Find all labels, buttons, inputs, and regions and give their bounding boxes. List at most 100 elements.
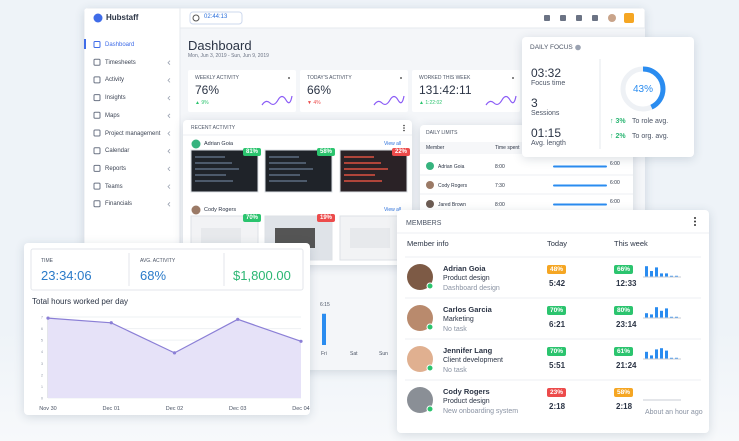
sessions: 3 — [531, 96, 538, 110]
x-tick-label: Dec 03 — [229, 406, 246, 412]
donut-label: 43% — [633, 84, 653, 95]
top-bar — [179, 8, 645, 29]
y-tick-label: 0 — [41, 397, 43, 401]
user-avatar — [608, 14, 616, 22]
status-dot — [426, 405, 434, 413]
activity-badge: 58% — [317, 148, 336, 156]
amount: $1,800.00 — [233, 268, 291, 283]
nav-item[interactable]: Reports — [105, 165, 127, 172]
today-activity: 48% — [547, 265, 567, 274]
screenshot-content — [350, 228, 390, 248]
nav-item[interactable]: Activity — [105, 77, 125, 84]
week-activity: 58% — [614, 388, 634, 397]
week-bar — [665, 350, 668, 359]
chevron — [167, 202, 171, 207]
nav-item[interactable]: Calendar — [105, 148, 130, 155]
week-day: Sun — [379, 351, 388, 357]
nav-icon — [93, 76, 101, 84]
view-all[interactable]: View all — [384, 207, 402, 213]
member-name: Jared Brown — [438, 202, 467, 208]
comparison-text: To role avg. — [632, 118, 669, 125]
line-area — [48, 318, 301, 398]
time-value: 23:34:06 — [41, 268, 92, 283]
member-role: Marketing — [443, 316, 474, 323]
week-bar — [650, 314, 653, 318]
time-limit: 6:00 — [610, 161, 620, 167]
timer-pill — [189, 11, 243, 25]
avatar — [191, 205, 201, 215]
week-bar — [645, 351, 648, 359]
column-header: Member info — [407, 239, 449, 248]
chevron — [167, 166, 171, 172]
avg-length-label: Avg. length — [531, 140, 566, 147]
nav-item[interactable]: Dashboard — [105, 42, 135, 48]
nav-item[interactable]: Timesheets — [105, 59, 136, 66]
daily-focus-card: 43% DAILY FOCUS 03:32 Focus time 3 Sessions 01… — [522, 37, 694, 157]
avatar — [407, 305, 433, 331]
stat-menu — [512, 77, 514, 79]
nav-icon — [93, 164, 101, 172]
view-all[interactable]: View all — [384, 141, 402, 147]
time-spent: 8:00 — [495, 202, 505, 208]
nav-icon — [93, 129, 101, 137]
y-tick-label: 1 — [41, 385, 43, 389]
chevron — [167, 78, 171, 83]
member-name: Cody Rogers — [438, 183, 468, 189]
graphics — [397, 217, 709, 413]
x-tick-label: Nov 30 — [39, 406, 56, 412]
today-time: 6:21 — [549, 320, 566, 329]
nav-item[interactable]: Project management — [105, 130, 161, 137]
stat-sparkline — [373, 95, 405, 106]
chart-title: Total hours worked per day — [32, 297, 129, 306]
stat-menu — [288, 77, 290, 79]
stat-change: ▼ 4% — [307, 100, 321, 106]
week-time: 2:18 — [616, 402, 633, 411]
chevron — [167, 60, 171, 65]
members-card: MEMBERS Member info Today This week Adrian G… — [397, 210, 709, 433]
member-task: No task — [443, 367, 467, 374]
member-name: Adrian Goia — [443, 264, 486, 273]
card-title: DAILY FOCUS — [530, 44, 573, 51]
member-role: Product design — [443, 275, 490, 282]
top-icon — [544, 15, 550, 21]
screenshot-content — [195, 174, 226, 176]
time-label: TIME — [41, 258, 53, 264]
week-bar — [670, 316, 673, 318]
time-limit: 6:00 — [610, 199, 620, 205]
graphics: 43% — [575, 44, 666, 149]
member-name: Jennifer Lang — [443, 346, 493, 355]
stat-value: 76% — [195, 83, 220, 97]
graphics — [183, 124, 412, 261]
screenshot-content — [344, 180, 382, 182]
chevron — [167, 131, 171, 136]
time-spent: 8:00 — [495, 164, 505, 170]
status-dot — [426, 364, 434, 372]
member-task: Dashboard design — [443, 285, 500, 292]
week-chart-label: 6:15 — [320, 302, 330, 308]
week-bar — [322, 313, 326, 345]
screenshot-content — [269, 156, 299, 158]
nav-item[interactable]: Insights — [105, 95, 126, 102]
sessions-label: Sessions — [531, 110, 560, 117]
nav-icon — [93, 182, 101, 190]
avatar — [426, 181, 434, 189]
nav-item[interactable]: Financials — [105, 201, 133, 208]
nav-icon — [93, 147, 101, 155]
week-bar — [675, 316, 678, 318]
column-header: This week — [614, 239, 648, 248]
stat-sparkline — [485, 95, 517, 106]
activity-badge: 70% — [243, 214, 262, 222]
today-activity: 23% — [547, 388, 567, 397]
week-day: Sat — [350, 351, 358, 357]
nav-item[interactable]: Maps — [105, 112, 120, 119]
chevron — [167, 148, 171, 154]
activity-badge: 81% — [243, 148, 262, 156]
screenshot-content — [344, 174, 375, 176]
member-name: Adrian Goia — [438, 164, 465, 170]
card-title: DAILY LIMITS — [426, 130, 458, 136]
week-time: 12:33 — [616, 279, 637, 288]
nav-item[interactable]: Teams — [105, 183, 123, 190]
avatar — [407, 387, 433, 413]
stat-value: 66% — [307, 83, 332, 97]
